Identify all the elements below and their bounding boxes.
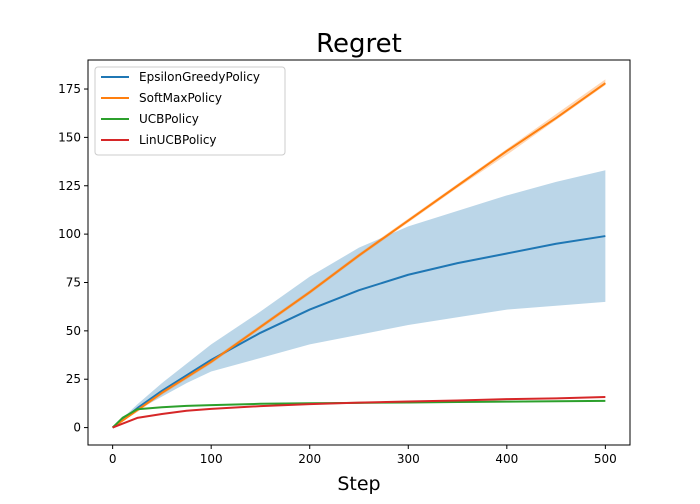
y-tick-label: 175 <box>58 82 81 96</box>
y-tick-label: 50 <box>66 324 81 338</box>
y-tick-label: 100 <box>58 227 81 241</box>
x-tick-label: 0 <box>109 452 117 466</box>
x-axis-ticks: 0 100 200 300 400 500 <box>109 445 617 466</box>
x-tick-label: 400 <box>495 452 518 466</box>
ucbpolicy-line <box>111 399 606 429</box>
x-tick-label: 500 <box>594 452 617 466</box>
softmaxpolicy-confidence-band <box>112 79 606 428</box>
legend: EpsilonGreedyPolicy SoftMaxPolicy UCBPolic… <box>94 66 286 156</box>
y-tick-label: 125 <box>58 179 81 193</box>
series-lines <box>111 82 606 429</box>
epsilongreedypolicy-confidence-band <box>112 170 606 428</box>
x-tick-label: 300 <box>397 452 420 466</box>
softmaxpolicy-line <box>112 82 606 429</box>
x-tick-label: 100 <box>200 452 223 466</box>
y-tick-label: 75 <box>66 275 81 289</box>
legend-label: SoftMaxPolicy <box>139 91 222 105</box>
chart-title: Regret <box>316 29 402 59</box>
legend-label: EpsilonGreedyPolicy <box>139 70 260 84</box>
linucbpolicy-line <box>112 396 606 429</box>
legend-label: LinUCBPolicy <box>139 133 217 147</box>
confidence-bands <box>112 79 606 428</box>
y-tick-label: 0 <box>73 421 81 435</box>
plot-area-frame <box>87 59 631 446</box>
y-tick-label: 150 <box>58 130 81 144</box>
legend-label: UCBPolicy <box>139 112 199 126</box>
epsilongreedypolicy-line <box>112 235 606 429</box>
legend-frame <box>94 66 286 156</box>
y-tick-label: 25 <box>66 372 81 386</box>
x-tick-label: 200 <box>298 452 321 466</box>
y-axis-ticks: 0 25 50 75 100 125 150 175 <box>58 82 88 435</box>
x-axis-label: Step <box>337 473 380 495</box>
